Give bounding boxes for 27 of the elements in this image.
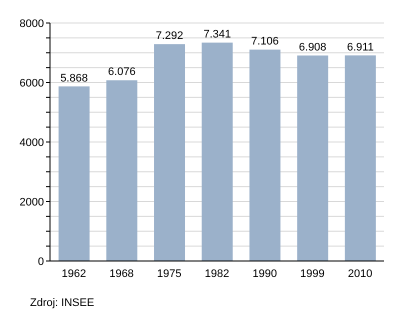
bar	[58, 86, 90, 261]
x-tick-label: 2010	[348, 268, 372, 280]
bar	[154, 44, 186, 261]
text: Zdroj: INSEE	[30, 297, 96, 309]
data-label: 7.106	[251, 36, 279, 48]
data-label: 7.341	[203, 28, 231, 41]
bar	[106, 80, 138, 261]
y-tick-label: 0	[38, 256, 44, 268]
data-label: 5.868	[60, 72, 88, 84]
y-tick-label: 4000	[20, 136, 44, 149]
data-label: 6.908	[298, 41, 326, 54]
y-tick-label: 8000	[20, 18, 44, 30]
x-tick-label: 1968	[109, 268, 134, 280]
data-label: 7.292	[156, 30, 184, 42]
data-label: 6.076	[108, 66, 136, 78]
bar	[344, 55, 376, 261]
x-tick-label: 1990	[252, 268, 277, 280]
data-label: 6.911	[347, 41, 374, 54]
x-tick-label: 1982	[204, 268, 230, 280]
x-tick-label: 1962	[62, 268, 86, 280]
y-tick-label: 2000	[20, 196, 44, 208]
bar	[202, 42, 233, 261]
x-tick-label: 1999	[300, 268, 325, 280]
y-tick-label: 6000	[20, 77, 44, 90]
bar	[297, 55, 328, 261]
x-tick-label: 1975	[157, 268, 182, 280]
bar	[249, 50, 280, 261]
